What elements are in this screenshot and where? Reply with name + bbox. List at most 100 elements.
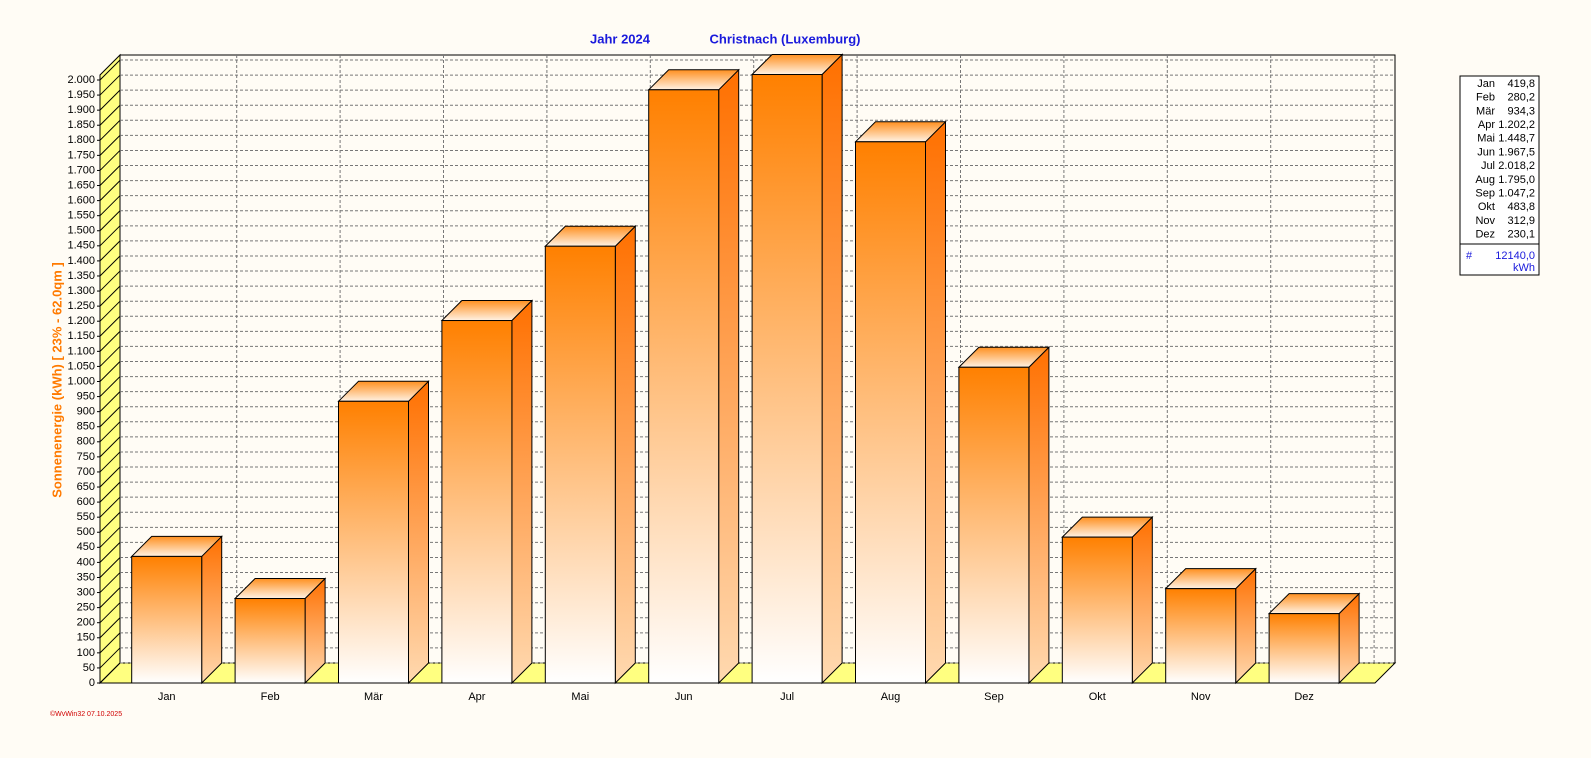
side-grid-line	[99, 511, 121, 533]
side-grid-line	[99, 451, 121, 473]
y-tick-label: 1.550	[67, 210, 95, 222]
y-tick-label: 1.750	[67, 149, 95, 161]
y-tick-label: 950	[77, 390, 95, 402]
bar	[958, 366, 1030, 684]
side-grid-line	[99, 119, 121, 141]
bar-side	[408, 380, 429, 685]
legend-value: 280,2	[1507, 92, 1535, 104]
side-grid-line	[99, 270, 121, 292]
y-tick-label: 1.800	[67, 134, 95, 146]
x-tick-label: Jan	[158, 691, 176, 703]
y-tick-label: 1.050	[67, 360, 95, 372]
bar-side	[1028, 346, 1050, 685]
footer: ©WvWin32 07.10.2025	[50, 710, 122, 718]
side-grid-line	[99, 587, 121, 608]
y-tick-label: 1.250	[67, 300, 95, 312]
side-grid-line	[99, 74, 121, 96]
side-grid-line	[99, 481, 121, 503]
bar	[1061, 536, 1133, 684]
y-tick-label: 1.850	[67, 119, 95, 131]
side-grid-line	[99, 255, 121, 277]
y-tick-label: 1.500	[67, 225, 95, 237]
y-tick-label: 50	[83, 662, 95, 674]
side-grid-line	[99, 542, 121, 563]
bar-side	[201, 535, 223, 685]
y-tick-label: 250	[77, 602, 95, 614]
legend-value: 1.448,7	[1498, 133, 1535, 145]
y-tick-label: 1.700	[67, 164, 95, 176]
side-grid-line	[99, 421, 121, 443]
legend-month: Feb	[1476, 92, 1495, 104]
legend-value: 934,3	[1507, 105, 1535, 117]
side-grid-line	[99, 602, 121, 624]
bar-side	[718, 68, 740, 685]
bar	[131, 555, 203, 684]
legend-month: Sep	[1475, 188, 1495, 200]
legend-month: Mär	[1476, 105, 1495, 117]
side-grid-line	[99, 496, 121, 518]
y-tick-label: 500	[77, 526, 95, 538]
legend-month: Aug	[1475, 174, 1495, 186]
x-tick-label: Sep	[984, 691, 1004, 703]
legend-value: 483,8	[1507, 201, 1535, 213]
y-tick-label: 1.100	[67, 345, 95, 357]
side-grid-line	[99, 59, 121, 81]
side-grid-line	[99, 195, 121, 217]
y-tick-label: 1.300	[67, 285, 95, 297]
side-grid-line	[99, 104, 121, 126]
legend-month: Jan	[1477, 78, 1495, 90]
side-grid-line	[99, 285, 121, 307]
legend-month: Jun	[1477, 146, 1495, 158]
side-grid-line	[99, 89, 121, 111]
x-tick-label: Dez	[1294, 691, 1314, 703]
legend-box	[1459, 75, 1540, 276]
side-grid-line	[99, 315, 121, 337]
side-grid-line	[99, 300, 121, 322]
bar	[855, 141, 926, 684]
bar	[234, 598, 306, 684]
side-grid-line	[99, 647, 121, 669]
y-tick-label: 900	[77, 406, 95, 418]
y-tick-label: 400	[77, 556, 95, 568]
y-tick-label: 1.450	[67, 240, 95, 252]
y-tick-label: 1.900	[67, 104, 95, 116]
bar	[1165, 588, 1237, 684]
total-marker: #	[1466, 250, 1473, 262]
y-tick-label: 700	[77, 466, 95, 478]
bar	[441, 320, 513, 684]
side-wall	[99, 53, 121, 685]
bar	[544, 245, 616, 684]
side-grid-line	[99, 135, 121, 156]
y-tick-label: 750	[77, 451, 95, 463]
x-tick-label: Mär	[364, 691, 383, 703]
y-tick-label: 200	[77, 617, 95, 629]
side-grid-line	[99, 406, 121, 428]
legend-value: 312,9	[1507, 215, 1535, 227]
y-tick-label: 550	[77, 511, 95, 523]
legend-value: 1.795,0	[1498, 174, 1535, 186]
bar-side	[821, 53, 843, 685]
bar	[338, 400, 409, 684]
side-grid-line	[99, 210, 121, 232]
y-tick-label: 600	[77, 496, 95, 508]
y-tick-label: 1.200	[67, 315, 95, 327]
x-tick-label: Jul	[780, 691, 794, 703]
total-value: 12140,0	[1495, 250, 1535, 262]
y-tick-label: 2.000	[67, 74, 95, 86]
y-tick-label: 1.600	[67, 195, 95, 207]
bar	[751, 74, 823, 684]
chart-title: Jahr 2024	[590, 31, 651, 46]
bar	[1268, 613, 1340, 684]
side-grid-line	[99, 330, 121, 352]
legend-value: 230,1	[1507, 229, 1535, 241]
side-grid-line	[99, 436, 121, 458]
legend-value: 2.018,2	[1498, 160, 1535, 172]
side-grid-line	[99, 376, 121, 397]
legend-month: Nov	[1475, 215, 1495, 227]
bar-side	[614, 225, 636, 685]
y-tick-label: 1.350	[67, 270, 95, 282]
side-grid-line	[99, 617, 121, 639]
y-tick-label: 1.650	[67, 179, 95, 191]
side-grid-line	[99, 662, 121, 684]
